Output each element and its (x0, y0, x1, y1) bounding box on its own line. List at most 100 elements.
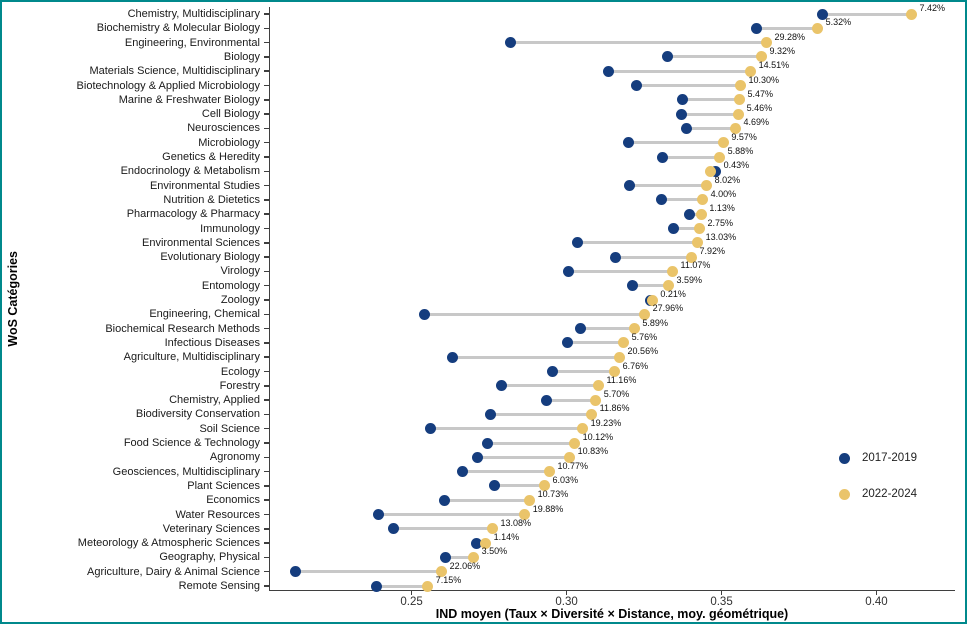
pct-change-label: 6.03% (552, 474, 579, 485)
dot-2022-2024 (564, 451, 576, 463)
dot-2017-2019 (561, 337, 573, 349)
dot-2017-2019 (373, 509, 385, 520)
legend-item-2022-2024: 2022-2024 (839, 488, 917, 500)
category-label: Endocrinology & Metabolism (120, 165, 260, 178)
dot-2017-2019 (631, 80, 643, 91)
y-tick-mark (264, 327, 269, 330)
pct-change-label: 0.21% (660, 289, 686, 299)
y-tick-mark (264, 513, 269, 516)
x-tick-label: 0.25 (400, 596, 423, 608)
dot-2017-2019 (547, 366, 559, 377)
y-tick-mark (264, 413, 269, 416)
category-label: Engineering, Environmental (124, 36, 260, 49)
pct-change-label: 0.43% (723, 160, 750, 171)
dot-2022-2024 (422, 580, 434, 592)
legend-item-2017-2019: 2017-2019 (839, 452, 917, 464)
category-label: Biology (223, 50, 260, 63)
connector-segment (295, 570, 442, 574)
category-label: Genetics & Heredity (162, 151, 260, 163)
connector-segment (430, 427, 583, 431)
connector-segment (378, 513, 525, 516)
y-tick-mark (264, 442, 269, 444)
connector-segment (424, 312, 645, 316)
y-tick-mark (264, 284, 269, 287)
dot-2022-2024 (694, 223, 706, 234)
pct-change-label: 1.14% (493, 532, 520, 543)
category-label: Meteorology & Atmospheric Sciences (77, 537, 260, 550)
dot-2022-2024 (539, 480, 551, 492)
plot-area: 7.42% 5.32% 29.28% 9.32% 14.51% 10.30% 5.47% 5.… (269, 3, 965, 592)
y-tick-mark (264, 570, 269, 573)
y-tick-mark (264, 485, 269, 487)
dot-2017-2019 (471, 537, 483, 549)
legend-dot-2017-2019 (839, 452, 850, 464)
legend-label-2022-2024: 2022-2024 (862, 488, 917, 500)
connector-segment (756, 26, 818, 30)
category-label: Biotechnology & Applied Microbiology (76, 79, 260, 92)
pct-change-label: 27.96% (652, 303, 684, 314)
y-tick-mark (264, 470, 269, 473)
y-tick-mark (264, 256, 269, 258)
dot-2022-2024 (760, 37, 772, 49)
dot-2022-2024 (618, 337, 630, 349)
y-tick-mark (264, 170, 269, 173)
dot-2017-2019 (817, 8, 829, 20)
y-tick-mark (264, 299, 269, 301)
y-tick-mark (264, 356, 269, 358)
connector-segment (494, 484, 545, 488)
dot-2017-2019 (676, 108, 688, 120)
pct-change-label: 10.12% (582, 432, 614, 442)
pct-change-label: 29.28% (774, 31, 805, 42)
y-tick-mark (264, 27, 269, 30)
category-label: Agriculture, Multidisciplinary (123, 351, 260, 364)
pct-change-label: 11.07% (680, 260, 711, 271)
category-label: Neurosciences (187, 122, 260, 135)
dot-2017-2019 (540, 394, 552, 406)
dot-2022-2024 (734, 94, 745, 106)
category-label: Soil Science (199, 422, 260, 435)
dot-2022-2024 (590, 394, 602, 406)
dot-2022-2024 (745, 65, 757, 77)
legend-label-2017-2019: 2017-2019 (862, 452, 917, 464)
pct-change-label: 6.76% (622, 360, 649, 371)
category-label: Pharmacology & Pharmacy (126, 208, 260, 221)
pct-change-label: 20.56% (627, 346, 659, 357)
pct-change-label: 10.73% (537, 489, 569, 500)
dot-2022-2024 (646, 294, 658, 306)
pct-change-label: 1.13% (709, 203, 735, 214)
y-tick-mark (264, 13, 269, 15)
dot-2022-2024 (812, 22, 824, 34)
y-tick-mark (264, 313, 269, 316)
dot-2022-2024 (667, 265, 679, 277)
y-tick-mark (264, 227, 269, 230)
dot-2022-2024 (592, 380, 604, 392)
connector-segment (667, 55, 762, 59)
y-tick-mark (264, 270, 269, 273)
dot-2022-2024 (663, 280, 675, 292)
dot-2017-2019 (388, 523, 400, 535)
pct-change-label: 5.89% (642, 317, 668, 328)
dot-2022-2024 (729, 122, 741, 134)
connector-segment (615, 255, 692, 259)
pct-change-label: 3.59% (676, 274, 703, 285)
connector-segment (501, 384, 599, 388)
connector-segment (822, 12, 912, 16)
connector-segment (662, 155, 720, 159)
category-label: Materials Science, Multidisciplinary (89, 65, 260, 78)
pct-change-label: 7.42% (919, 3, 946, 13)
dot-2022-2024 (692, 237, 704, 249)
legend-dot-2022-2024 (839, 488, 850, 500)
y-tick-mark (264, 556, 269, 559)
dot-2017-2019 (684, 208, 696, 220)
connector-segment (393, 527, 493, 531)
y-tick-mark (264, 542, 269, 544)
category-label: Ecology (220, 365, 260, 378)
connector-segment (462, 470, 550, 474)
category-label: Food Science & Technology (123, 437, 260, 449)
dot-2022-2024 (695, 208, 707, 220)
pct-change-label: 13.08% (500, 517, 531, 528)
y-tick-mark (264, 385, 269, 387)
connector-segment (490, 412, 592, 416)
dot-2022-2024 (717, 137, 729, 149)
